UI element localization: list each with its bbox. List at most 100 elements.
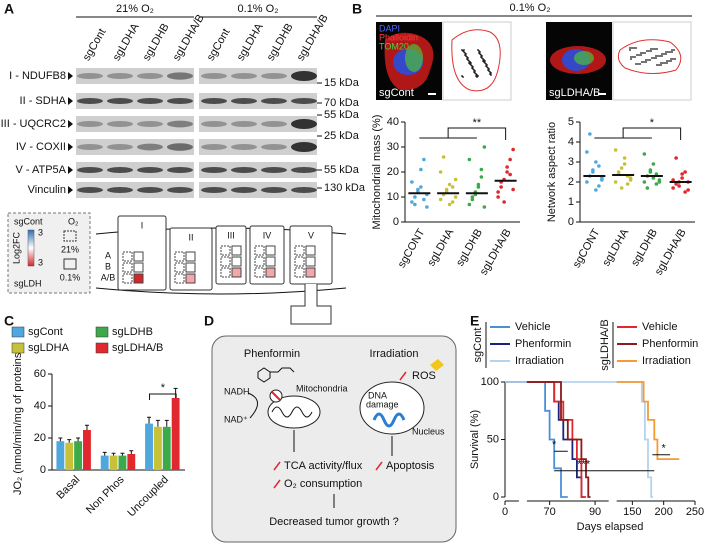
point [683,170,687,174]
point [594,160,598,164]
blot-strip [199,139,317,155]
band [137,98,163,104]
mito-dot [642,52,644,54]
lane-label: sgLDHA/B [171,12,207,62]
blot-strip [199,68,317,84]
bar [100,455,109,470]
significance-bracket [149,393,177,400]
x-tick-label: sgLDHA [600,226,631,268]
legend-label: sgCont [28,326,63,338]
error-bar [102,451,107,456]
row-arrow [68,72,73,80]
band [107,144,133,150]
band [201,167,227,173]
point [686,188,690,192]
effect: O₂ consumption [284,478,362,490]
mito-dot [481,55,483,57]
point [597,164,601,168]
point [450,200,455,204]
mito-dot [674,58,676,60]
point [619,166,624,170]
mito-dot [663,53,665,55]
lane-label: sgLDHA [235,21,266,63]
mito-dot [643,61,645,63]
mito-dot [658,64,660,66]
lane-label: sgLDHA/B [295,12,331,62]
point [413,195,417,199]
point [422,197,426,202]
band [261,98,287,104]
y-tick-label: 1 [568,196,574,208]
mitochondria-trace [461,47,676,78]
band [231,73,257,79]
legend-text: sgCont [14,216,43,226]
kda: 55 kDa [324,164,360,176]
mito-dot [630,58,632,60]
fc-cell [294,245,305,256]
significance: * [650,117,655,129]
band [137,187,163,193]
dna [372,412,406,428]
blot-row-label: Vinculin [28,184,66,196]
point [511,147,515,152]
mito-dot [490,74,492,76]
mito-dot [488,68,490,70]
fc-cell [133,262,144,273]
mito-dot [637,63,639,65]
mito-dot [669,51,671,53]
band [291,187,317,193]
effect: Apoptosis [386,460,435,472]
legend-text: 3 [38,257,43,267]
point [677,184,681,188]
mito-dot [671,51,673,53]
image-label: sgCont [379,87,414,99]
mito-dot [654,48,656,50]
point [479,175,484,179]
fc-cell [122,273,133,284]
increase [375,461,383,471]
mito-dot [630,56,632,58]
point [419,185,423,189]
mito-dot [661,53,663,55]
y-tick-label: 5 [568,116,574,128]
mito-dot [629,47,631,49]
error-bar [84,424,89,430]
image-label: sgLDHA/B [549,87,600,99]
decrease [273,479,281,489]
condition: 0.1% O₂ [510,2,551,14]
y-tick-label: 0 [40,464,46,476]
point [622,156,627,160]
lane-label: sgCont [81,27,109,63]
mito-dot [659,55,661,57]
point [619,186,624,190]
band [167,120,193,128]
error-bar [67,439,72,443]
mito-dot [465,53,467,55]
error-bar [76,437,81,442]
x-tick-label: Basal [54,474,82,502]
point [425,205,429,209]
mito-dot [673,49,675,51]
mito-dot [661,55,663,57]
point [505,170,509,174]
legend-group: sgLDHA/B [599,319,611,370]
stain: DAPI [379,23,400,33]
mito-dot [655,55,657,57]
point [642,152,647,156]
point [680,176,684,180]
x-tick-label: 250 [686,506,704,518]
mito-dot [645,61,647,63]
legend-swatch [95,342,109,354]
bar [109,455,118,470]
x-tick-label: sgLDHA [425,226,456,268]
fc-cell [133,251,144,262]
point [654,172,659,176]
fc-cell [265,267,276,278]
point [499,185,503,189]
kda: 70 kDa [324,97,360,109]
metabolite: NAD⁺ [224,414,248,424]
point [671,178,675,182]
band [77,73,103,79]
panel-label: B [352,1,362,17]
